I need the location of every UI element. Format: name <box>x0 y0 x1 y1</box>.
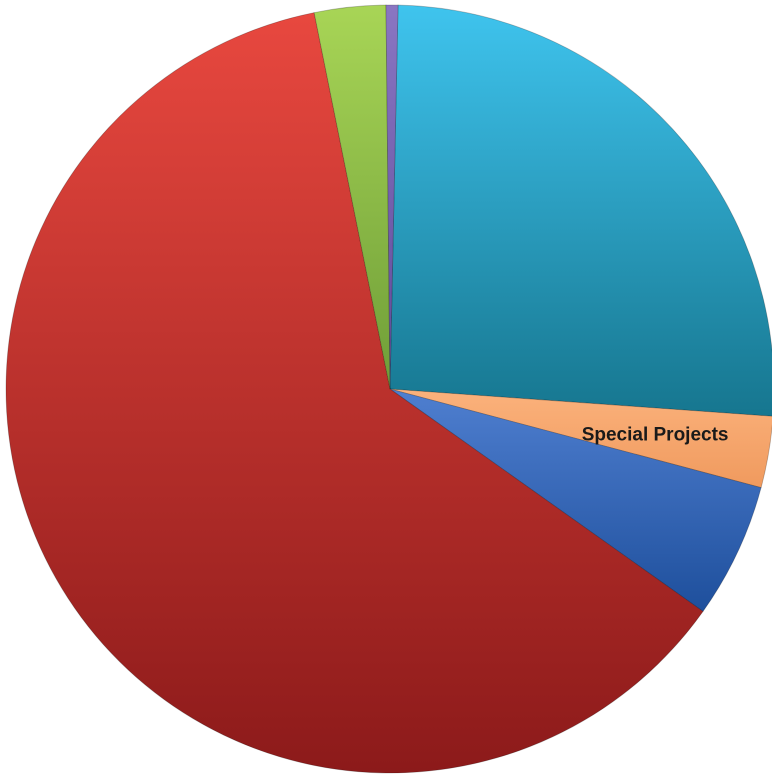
pie-labels: Special Projects <box>582 424 729 445</box>
pie-slice-3 <box>5 12 704 774</box>
pie-slice-4 <box>313 4 391 390</box>
pie-slices <box>5 4 772 774</box>
pie-slice-0 <box>389 4 772 417</box>
slice-label-1: Special Projects <box>582 424 729 445</box>
pie-slice-2 <box>389 388 762 612</box>
pie-slice-1 <box>389 388 772 489</box>
pie-slice-5 <box>385 4 399 390</box>
